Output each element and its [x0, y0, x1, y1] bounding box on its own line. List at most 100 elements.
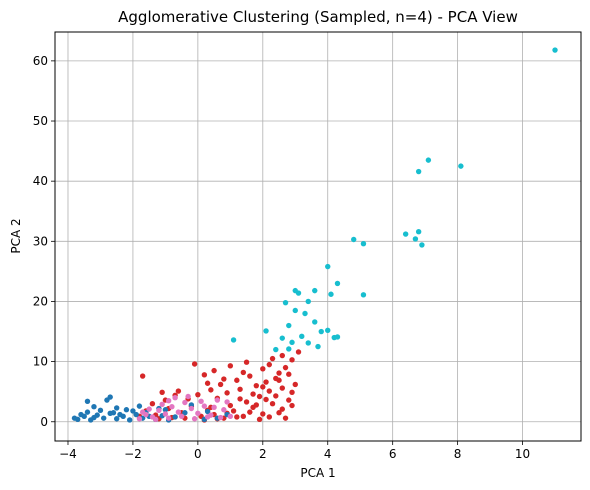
x-tick-label: 0 — [194, 447, 202, 461]
data-point — [113, 405, 120, 411]
data-point — [289, 339, 295, 346]
plot-frame — [54, 31, 582, 442]
data-point — [159, 389, 165, 395]
data-point — [195, 391, 201, 398]
data-point — [227, 363, 234, 369]
axis-ticks: −4 −2 0 2 4 6 8 10 0 10 20 30 40 50 60 — [33, 54, 530, 461]
data-point — [165, 398, 172, 404]
data-point — [351, 236, 357, 243]
data-point — [84, 398, 91, 405]
y-tick-label: 60 — [33, 54, 48, 68]
data-point — [247, 409, 253, 415]
data-points — [71, 47, 558, 423]
data-point — [266, 388, 272, 394]
data-point — [204, 414, 211, 420]
x-tick-label: 2 — [259, 447, 267, 461]
data-point — [260, 411, 266, 417]
data-point — [279, 335, 285, 341]
data-point — [211, 404, 217, 411]
data-point — [334, 334, 341, 340]
data-point — [230, 408, 237, 414]
data-point — [172, 414, 178, 420]
chart-title: Agglomerative Clustering (Sampled, n=4) … — [118, 8, 518, 26]
data-point — [162, 411, 169, 417]
data-point — [295, 349, 302, 355]
data-point — [71, 415, 78, 421]
data-point — [360, 292, 367, 298]
data-point — [133, 411, 139, 418]
data-point — [149, 401, 156, 407]
data-point — [217, 381, 224, 388]
x-axis-label: PCA 1 — [300, 466, 335, 480]
data-point — [289, 389, 295, 395]
data-point — [243, 359, 250, 365]
data-point — [188, 405, 195, 412]
data-point — [318, 328, 324, 335]
data-point — [240, 369, 247, 376]
data-point — [412, 236, 419, 242]
data-point — [130, 408, 136, 414]
data-point — [240, 413, 247, 420]
data-point — [221, 376, 227, 382]
y-tick-label: 50 — [33, 114, 48, 128]
data-point — [117, 411, 123, 418]
data-point — [305, 340, 311, 346]
x-tick-label: 6 — [389, 447, 397, 461]
data-point — [289, 357, 295, 363]
data-point — [273, 393, 279, 399]
data-point — [402, 231, 409, 237]
data-point — [191, 361, 198, 367]
data-point — [139, 409, 146, 415]
data-point — [247, 373, 253, 379]
data-point — [415, 168, 422, 175]
data-point — [276, 370, 282, 376]
data-point — [162, 407, 169, 413]
data-point — [195, 410, 201, 417]
data-point — [224, 390, 230, 396]
data-point — [152, 416, 159, 423]
data-point — [201, 372, 208, 378]
data-point — [282, 364, 289, 371]
data-point — [191, 416, 198, 422]
grid — [55, 32, 581, 441]
data-point — [266, 361, 272, 368]
data-point — [269, 401, 276, 407]
data-point — [172, 394, 178, 401]
data-point — [425, 157, 432, 163]
data-point — [169, 404, 175, 410]
y-tick-label: 40 — [33, 174, 48, 188]
data-point — [204, 380, 211, 386]
data-point — [91, 414, 97, 421]
data-point — [266, 414, 272, 420]
data-point — [276, 377, 282, 383]
data-point — [286, 371, 292, 377]
data-point — [136, 403, 143, 409]
data-point — [182, 399, 188, 406]
data-point — [325, 263, 331, 270]
data-point — [282, 415, 289, 421]
data-point — [279, 352, 285, 359]
data-point — [178, 413, 185, 420]
data-point — [286, 346, 292, 352]
data-point — [286, 322, 292, 329]
data-point — [123, 407, 130, 413]
data-point — [263, 379, 269, 385]
data-point — [256, 393, 263, 400]
data-point — [104, 397, 110, 403]
data-point — [126, 417, 133, 423]
data-point — [139, 373, 146, 379]
data-point — [165, 415, 172, 421]
data-point — [292, 381, 298, 388]
data-point — [97, 407, 104, 414]
data-point — [113, 416, 120, 422]
data-point — [315, 343, 321, 350]
data-point — [279, 406, 285, 412]
x-tick-label: 4 — [324, 447, 332, 461]
y-tick-label: 10 — [33, 355, 48, 369]
data-point — [292, 307, 298, 314]
x-tick-label: 8 — [454, 447, 462, 461]
data-point — [211, 367, 217, 374]
data-point — [360, 241, 367, 247]
data-point — [243, 399, 250, 405]
